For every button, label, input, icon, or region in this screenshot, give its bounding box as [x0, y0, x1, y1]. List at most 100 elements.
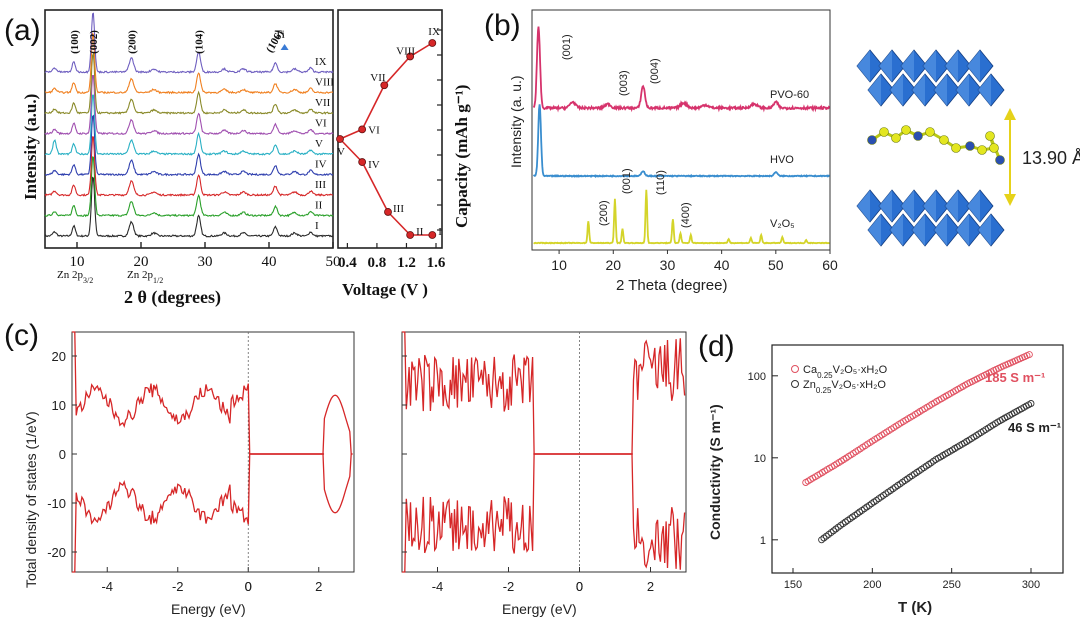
octahedron-face [901, 190, 914, 222]
xtick-label-0: 0 [576, 579, 583, 594]
ytick-label--10: -10 [47, 496, 66, 511]
atom [901, 125, 911, 135]
xtick-label-30: 30 [660, 257, 676, 273]
dos-spin-down [402, 453, 686, 573]
octahedron-face [890, 74, 903, 106]
octahedron-face [890, 214, 903, 246]
panel-d-ylabel: Conductivity (S m⁻¹) [707, 404, 723, 540]
xtick-label-40: 40 [262, 254, 277, 270]
xtick-label-150: 150 [784, 579, 802, 591]
xtick-label-0: 0 [245, 579, 252, 594]
peak-label-003: (003) [618, 70, 630, 96]
peak-label-001: (001) [561, 34, 573, 60]
dos-spin-up [402, 331, 686, 455]
octahedron-face [934, 74, 947, 106]
xtick-label-50: 50 [768, 257, 784, 273]
zn-2p32-label: Zn 2p3/2 [57, 269, 93, 285]
series-label-III: III [315, 179, 326, 191]
octahedron-face [945, 190, 958, 222]
xrd-b-PVO-60 [532, 26, 831, 113]
octahedron-face [956, 74, 969, 106]
xtick-label-50: 50 [326, 254, 341, 270]
octahedron-face [912, 74, 925, 106]
panel-c-ylabel: Total density of states (1/eV) [23, 411, 39, 588]
octahedron-face [857, 190, 870, 222]
xrd-trace-II [44, 156, 334, 218]
xrd-trace-VI [44, 74, 334, 136]
point-VIII [406, 52, 415, 61]
series-label-I: I [315, 220, 319, 232]
atom [879, 127, 889, 137]
series-label-VIII: VIII [315, 77, 334, 89]
series-label-II: II [315, 200, 323, 212]
molecule-backbone [871, 128, 1002, 161]
panel-c2-dos-curve [402, 331, 686, 573]
atom [913, 131, 923, 141]
point-III [384, 208, 392, 216]
ytick-label--20: -20 [47, 545, 66, 560]
series-label-VII: VII [315, 97, 331, 109]
octahedra-layer-top [856, 49, 1005, 107]
ytick-label-10: 10 [754, 453, 766, 465]
peak-label-400: (400) [680, 202, 692, 228]
xtick-label-1.2: 1.2 [397, 255, 416, 271]
xrd-trace-IX [44, 12, 334, 74]
organic-molecule [867, 125, 1005, 165]
panel-label-d: (d) [698, 330, 735, 363]
panel-c2-frame [401, 331, 687, 573]
ti-marker-icon [280, 44, 289, 50]
xtick-label-250: 250 [942, 579, 960, 591]
data-point-Zn0.25V2O5·xH2O [853, 510, 861, 518]
octahedron-face [945, 50, 958, 82]
atom [867, 135, 877, 145]
point-label-V: V [337, 146, 345, 158]
spacing-arrow-head-down [1004, 194, 1016, 206]
panel-a2-ticks: 0.4 0.8 1.2 1.6 [338, 29, 446, 271]
panel-b-labels: (001) (003) (004) (200) (001) (110) (400) PVO-6… [561, 34, 809, 230]
xtick-label-300: 300 [1022, 579, 1040, 591]
point-label-VIII: VIII [396, 45, 415, 57]
panel-b-traces [532, 26, 831, 245]
peak-label-Ti: Ti [275, 27, 286, 41]
xtick-label-0.4: 0.4 [338, 255, 357, 271]
data-point-Zn0.25V2O5·xH2O [818, 536, 826, 544]
panel-c2-xlabel: Energy (eV) [502, 601, 577, 617]
ytick-label-10: 10 [52, 398, 66, 413]
point-label-I: I [438, 226, 442, 238]
panel-a-xlabel: 2 θ (degrees) [124, 287, 221, 308]
octahedron-face [923, 50, 936, 82]
xtick-label-200: 200 [863, 579, 881, 591]
point-IX [428, 39, 437, 47]
panel-a-peak-labels: (100) (002) (200) (104) (106)Ti [69, 27, 289, 55]
spacing-arrow-head-up [1004, 108, 1016, 120]
panel-a2-frame [337, 9, 443, 249]
series-label-hvo: HVO [770, 154, 794, 166]
crystal-structure: 13.90 Å [856, 49, 1080, 247]
octahedron-face [879, 50, 892, 82]
point-label-VII: VII [370, 72, 386, 84]
spacing-label: 13.90 Å [1022, 148, 1080, 168]
panel-d-frame [771, 344, 1064, 574]
panel-d-xlabel: T (K) [898, 599, 932, 616]
octahedron-face [978, 74, 991, 106]
point-label-IV: IV [368, 159, 380, 171]
panel-c1-dos-curve [72, 331, 353, 573]
octahedron-face [912, 214, 925, 246]
atom [989, 143, 999, 153]
octahedron-face [978, 214, 991, 246]
xrd-trace-IV [44, 114, 334, 177]
xtick-label--4: -4 [101, 579, 113, 594]
atom [939, 135, 949, 145]
point-IV [358, 158, 367, 166]
xtick-label-0: 0 [576, 579, 583, 594]
panel-a-frame [44, 9, 334, 249]
panel-d-ticks: 150 200 250 300 1 10 100 [748, 371, 1041, 591]
xrd-trace-I [44, 176, 334, 238]
panel-b-xlabel: 2 Theta (degree) [616, 277, 727, 294]
peak-label-110: (110) [655, 170, 667, 195]
series-label-pvo60: PVO-60 [770, 89, 809, 101]
xtick-label-60: 60 [822, 257, 838, 273]
